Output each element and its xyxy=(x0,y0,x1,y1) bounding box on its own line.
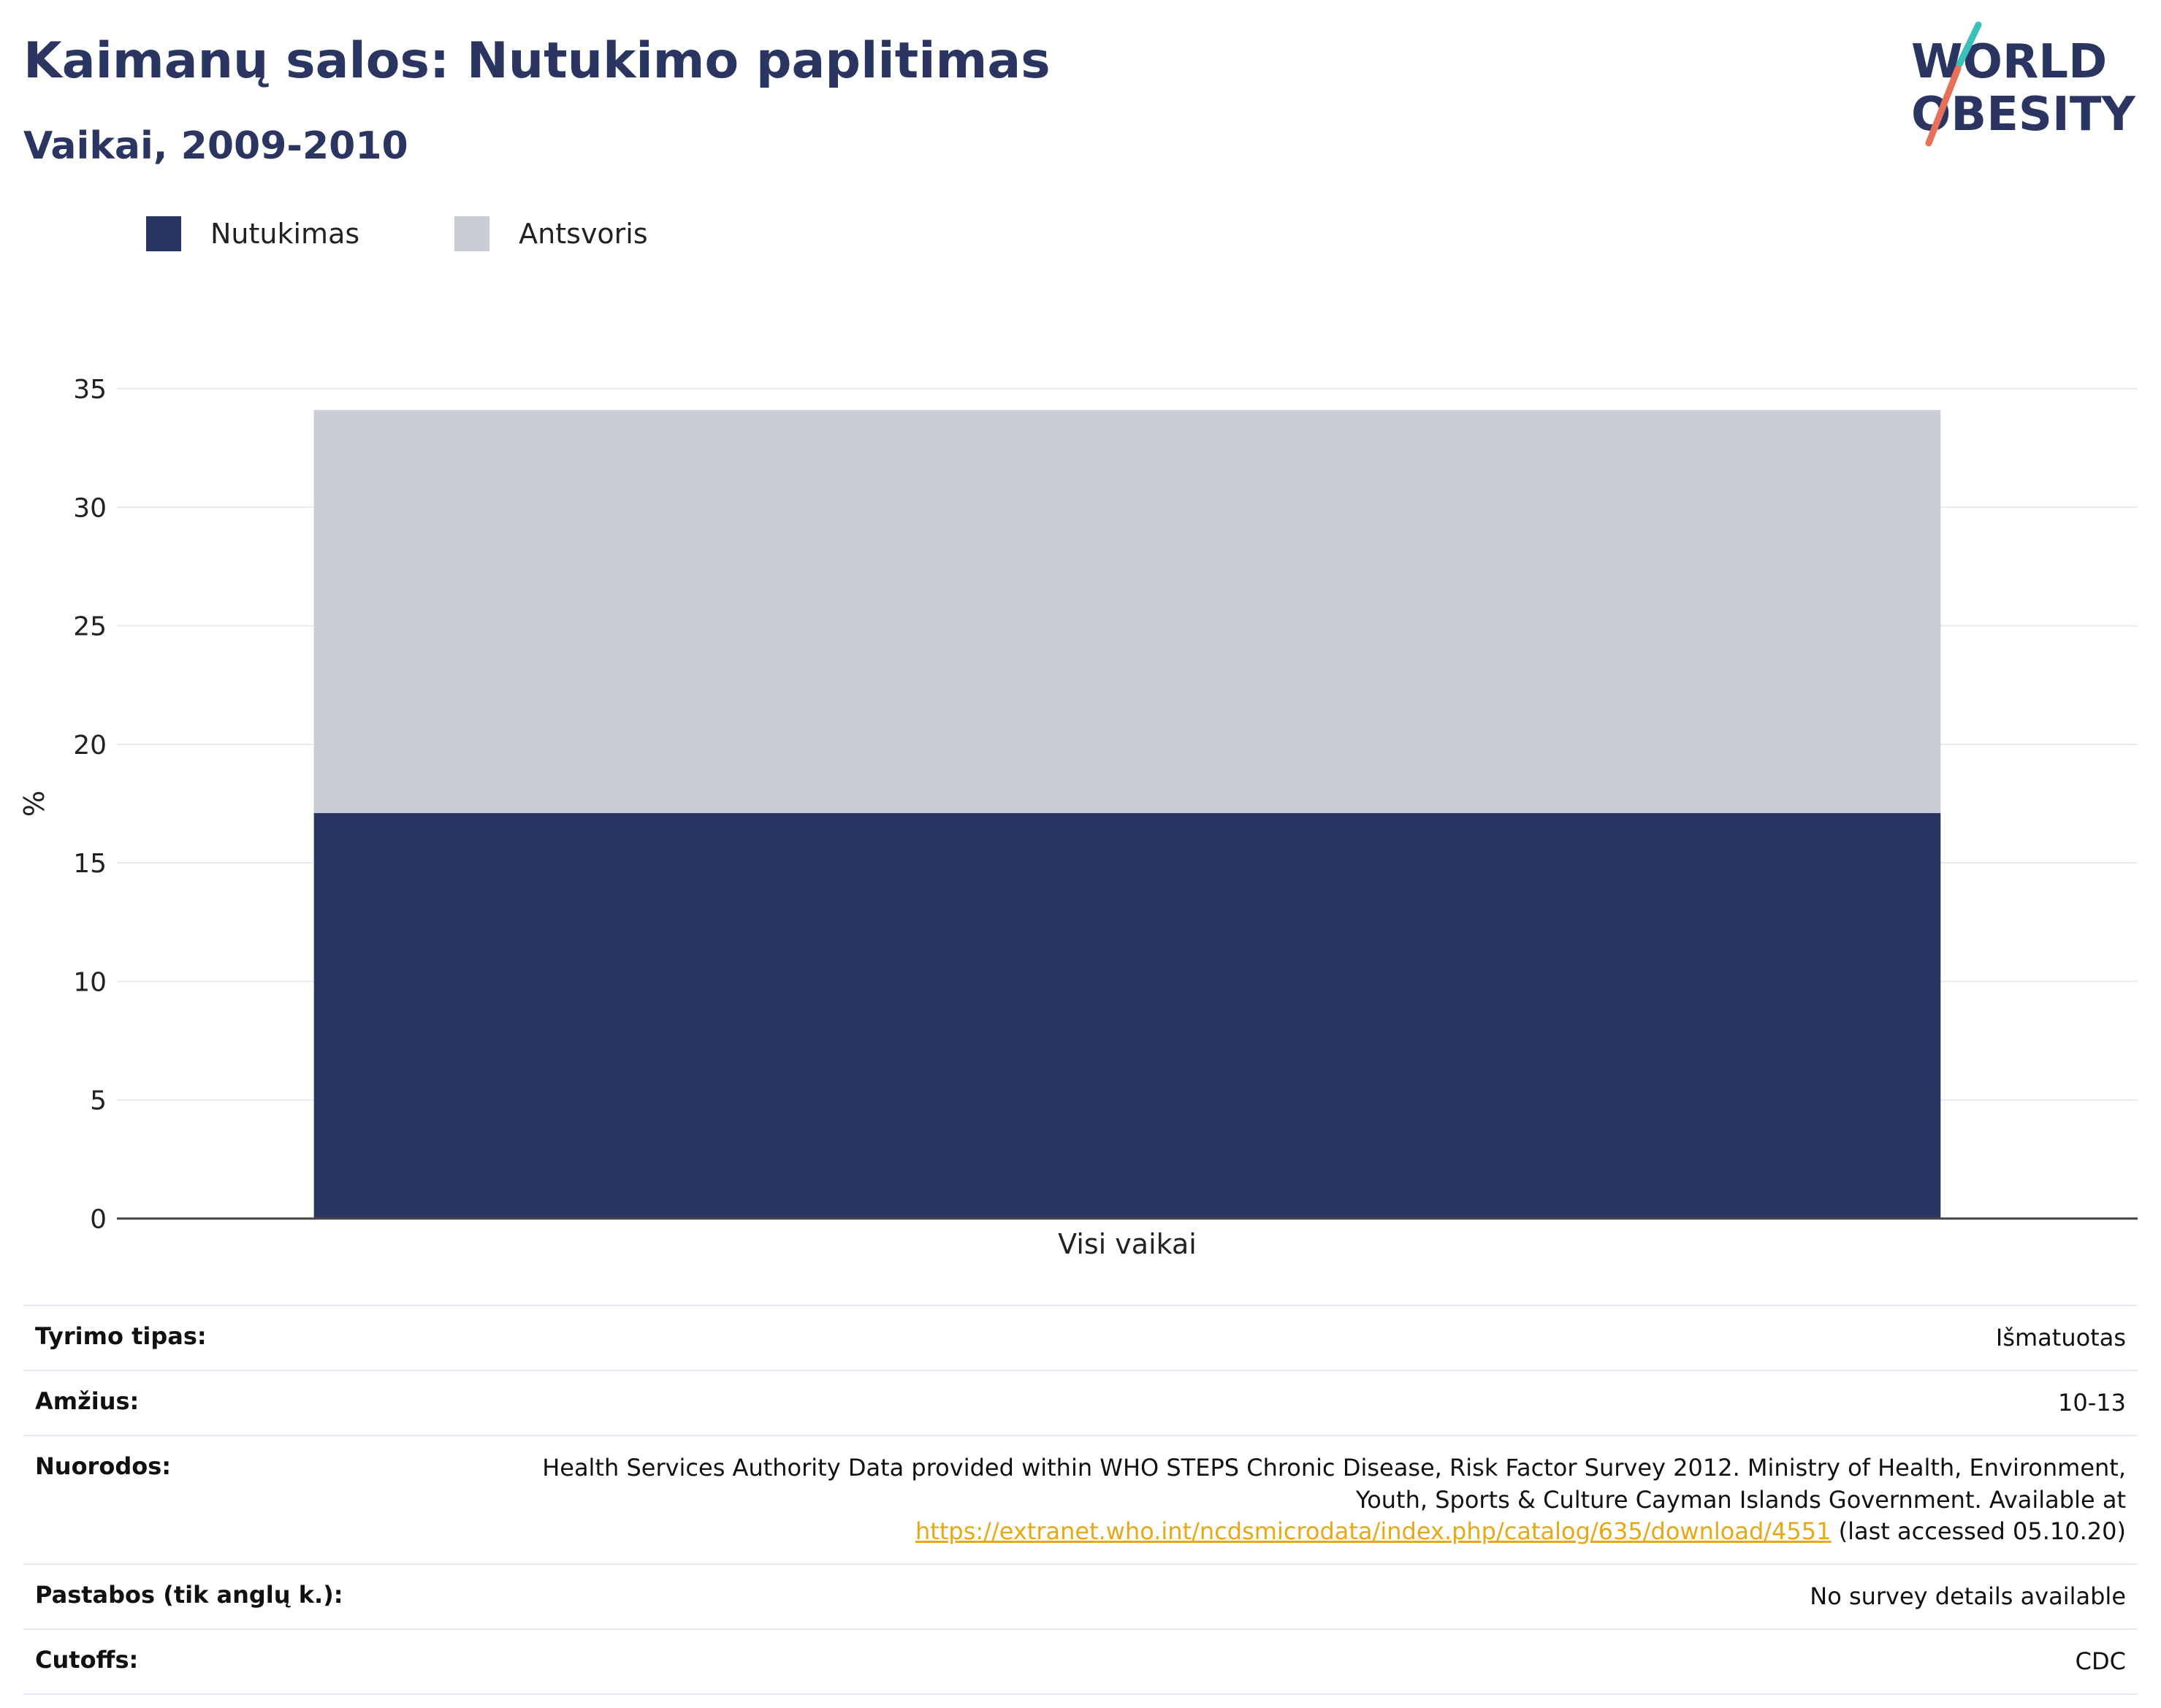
info-label: Amžius: xyxy=(35,1387,140,1416)
chart-legend: Nutukimas Antsvoris xyxy=(146,216,677,251)
y-axis-ticks: 0 5 10 15 20 25 30 35 xyxy=(73,375,107,1235)
y-tick-label: 35 xyxy=(73,375,107,405)
info-label: Pastabos (tik anglų k.): xyxy=(35,1580,343,1609)
legend-label-overweight: Antsvoris xyxy=(519,218,648,250)
chart-title: Kaimanų salos: Nutukimo paplitimas xyxy=(23,32,1051,90)
info-value: Išmatuotas xyxy=(1995,1324,2126,1351)
legend-swatch-obesity xyxy=(146,216,181,251)
reference-text-line2: Youth, Sports & Culture Cayman Islands G… xyxy=(1355,1485,2126,1514)
info-value: No survey details available xyxy=(1810,1582,2126,1610)
x-tick-label: Visi vaikai xyxy=(1058,1228,1197,1260)
info-value: CDC xyxy=(2075,1647,2126,1676)
info-value: 10-13 xyxy=(2058,1389,2126,1417)
y-axis-label: % xyxy=(18,790,50,817)
y-tick-label: 15 xyxy=(73,849,107,879)
reference-text-line1: Health Services Authority Data provided … xyxy=(542,1454,2126,1482)
bar-chart: 0 5 10 15 20 25 30 35 Visi vaikai % xyxy=(18,375,2138,1260)
info-row-notes: Pastabos (tik anglų k.): No survey detai… xyxy=(23,1563,2138,1628)
info-row-references: Nuorodos: Health Services Authority Data… xyxy=(23,1435,2138,1563)
legend-item-obesity: Nutukimas xyxy=(146,216,359,251)
x-axis-ticks: Visi vaikai xyxy=(1058,1228,1197,1260)
info-row-cutoffs: Cutoffs: CDC xyxy=(23,1628,2138,1696)
chart-subtitle: Vaikai, 2009-2010 xyxy=(23,124,408,168)
legend-item-overweight: Antsvoris xyxy=(454,216,648,251)
info-label: Nuorodos: xyxy=(35,1452,172,1481)
bar-overweight xyxy=(313,410,1941,813)
reference-accessed-note: (last accessed 05.10.20) xyxy=(1831,1517,2126,1545)
logo-text-world: WORLD xyxy=(1911,35,2107,89)
y-tick-label: 10 xyxy=(73,967,107,997)
info-row-age: Amžius: 10-13 xyxy=(23,1370,2138,1435)
y-tick-label: 5 xyxy=(90,1086,107,1116)
y-tick-label: 30 xyxy=(73,493,107,523)
info-value-references: Health Services Authority Data provided … xyxy=(542,1452,2126,1547)
bars xyxy=(313,410,1941,1219)
world-obesity-logo: WORLD OBESITY xyxy=(1911,21,2135,147)
y-tick-label: 25 xyxy=(73,612,107,642)
bar-obesity xyxy=(313,812,1941,1219)
y-tick-label: 0 xyxy=(90,1205,107,1235)
legend-label-obesity: Nutukimas xyxy=(210,218,360,250)
info-label: Tyrimo tipas: xyxy=(35,1322,207,1350)
survey-info-table: Tyrimo tipas: Išmatuotas Amžius: 10-13 N… xyxy=(23,1305,2138,1696)
reference-link[interactable]: https://extranet.who.int/ncdsmicrodata/i… xyxy=(915,1517,1832,1545)
info-label: Cutoffs: xyxy=(35,1646,139,1674)
y-tick-label: 20 xyxy=(73,731,107,760)
info-row-survey-type: Tyrimo tipas: Išmatuotas xyxy=(23,1305,2138,1370)
legend-swatch-overweight xyxy=(454,216,490,251)
